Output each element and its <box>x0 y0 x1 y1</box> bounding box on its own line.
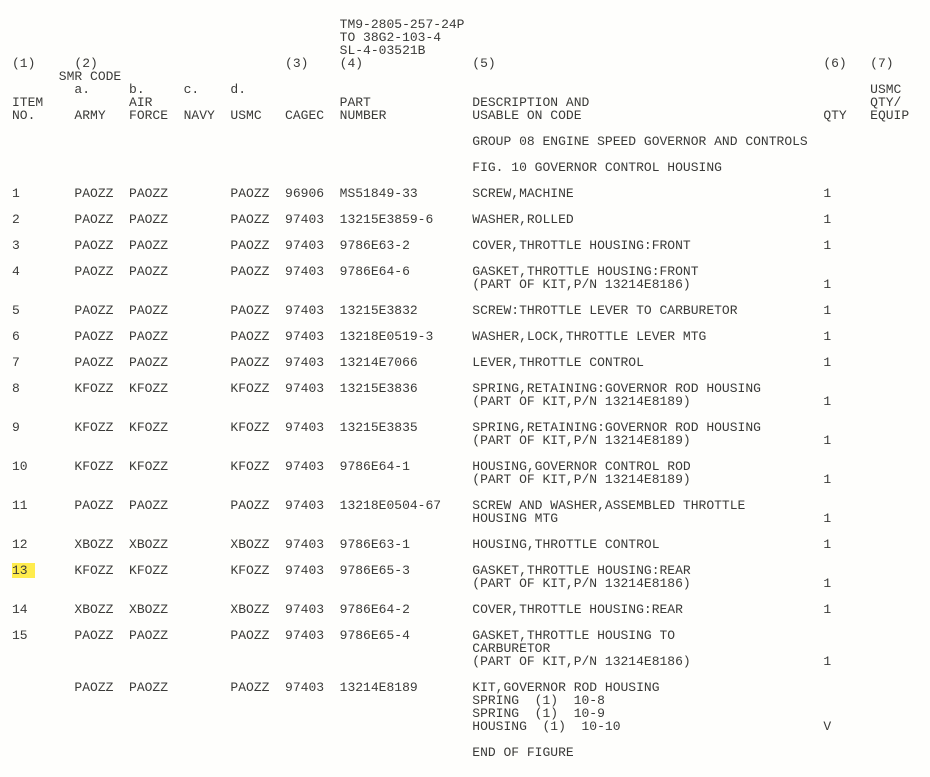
text-line: END OF FIGURE <box>12 746 918 759</box>
